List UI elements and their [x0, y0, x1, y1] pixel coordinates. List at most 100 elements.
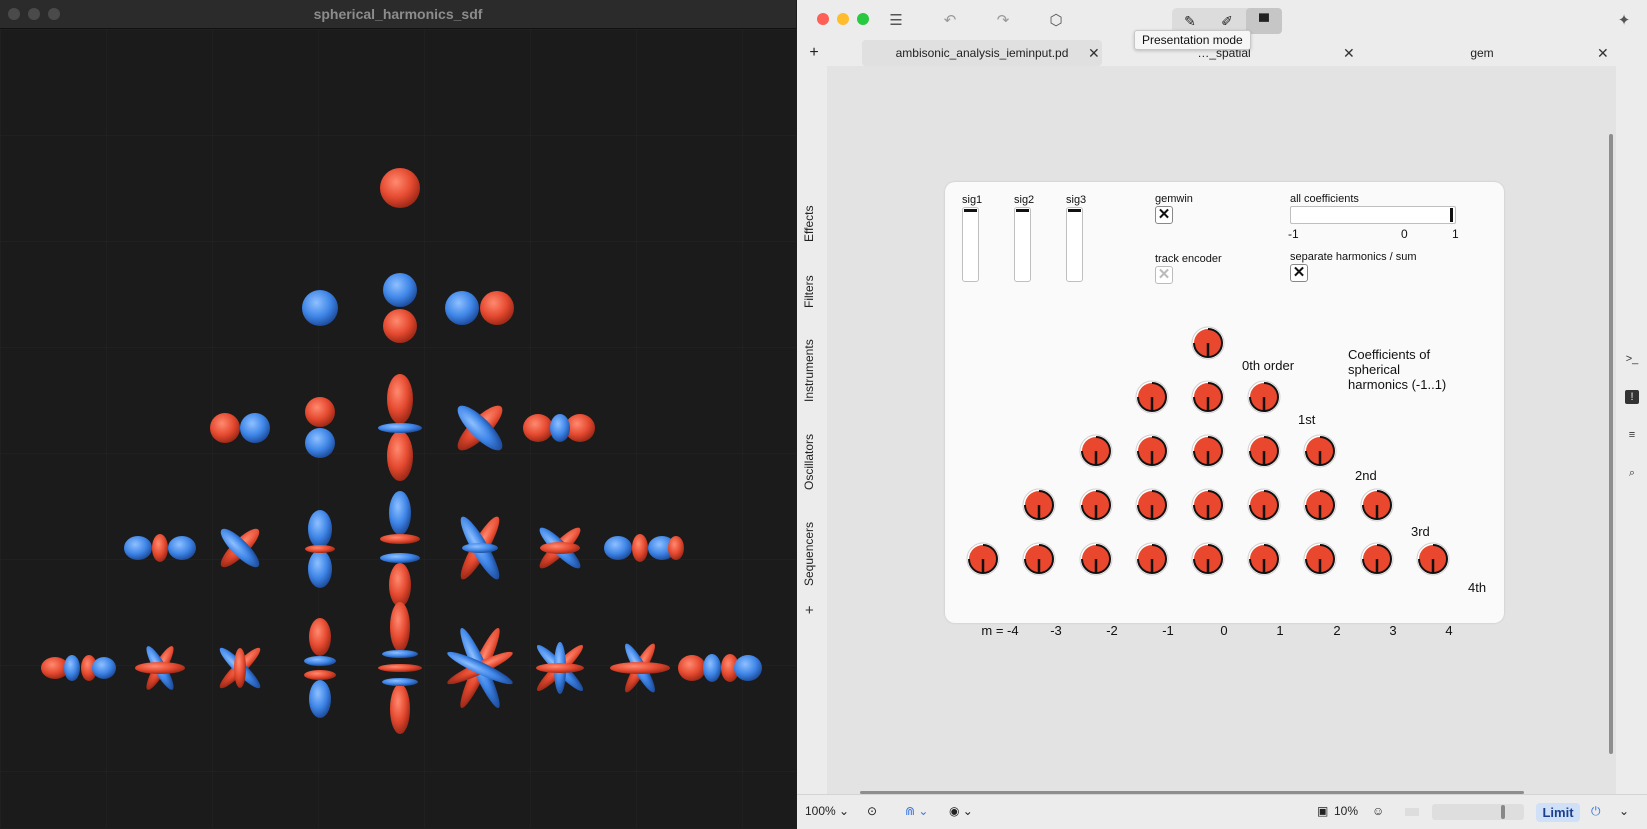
coefficient-knob[interactable] [1079, 488, 1113, 522]
dsp-power-icon[interactable]: ⏻ [1591, 804, 1601, 818]
coefficient-knob[interactable] [1135, 488, 1169, 522]
coefficient-knob[interactable] [1135, 434, 1169, 468]
horizontal-scrollbar[interactable] [860, 791, 1524, 794]
plugin-mode-icon[interactable]: ✦ [1617, 12, 1631, 29]
close-window-button[interactable] [817, 13, 829, 25]
track-encoder-label: track encoder [1155, 253, 1222, 265]
all-coefficients-slider[interactable] [1290, 206, 1456, 224]
coefficient-knob[interactable] [1247, 434, 1281, 468]
harmonic-l3-m-2 [220, 528, 260, 568]
gem-render-canvas[interactable] [0, 29, 796, 828]
tab-gem[interactable]: gem [1357, 40, 1607, 66]
harmonic-l4-m-3 [135, 646, 185, 690]
coefficient-knob[interactable] [1191, 488, 1225, 522]
tab-close-icon[interactable]: ✕ [1343, 45, 1355, 61]
coefficient-knob[interactable] [1247, 542, 1281, 576]
harmonic-l2-m1 [457, 405, 503, 451]
menu-icon[interactable]: ☰ [889, 12, 903, 29]
sidebar-item-effects[interactable]: Effects [802, 205, 816, 242]
new-tab-button[interactable]: + [809, 44, 819, 61]
sidebar-item-filters[interactable]: Filters [802, 275, 816, 308]
redo-icon[interactable]: ↷ [996, 12, 1010, 29]
coefficient-knob[interactable] [1191, 326, 1225, 360]
locate-icon[interactable]: ⊙ [867, 804, 878, 818]
slider-knob[interactable] [1016, 209, 1029, 212]
slider-max-label: 1 [1452, 227, 1459, 241]
minimize-window-button[interactable] [837, 13, 849, 25]
slider-knob[interactable] [964, 209, 977, 212]
magnet-icon[interactable]: ⋒ ⌄ [905, 804, 929, 818]
edit-mode-icon[interactable]: ✎ [1184, 13, 1196, 29]
coefficient-knob[interactable] [1022, 542, 1056, 576]
sidebar-item-oscillators[interactable]: Oscillators [802, 433, 816, 490]
inspector-icon[interactable]: ≡ [1628, 429, 1636, 441]
coefficient-knob[interactable] [1360, 488, 1394, 522]
slider-knob[interactable] [1450, 208, 1453, 222]
coefficient-knob[interactable] [1247, 488, 1281, 522]
presentation-patch: sig1 sig2 sig3 gemwin ✕ track encoder ✕ … [945, 182, 1504, 638]
volume-slider[interactable] [1432, 804, 1524, 820]
documentation-icon[interactable]: ! [1625, 390, 1639, 404]
tab-ambisonic-analysis[interactable]: ambisonic_analysis_ieminput.pd [862, 40, 1102, 66]
harmonic-l2-m-2 [210, 413, 270, 443]
tab-label: ambisonic_analysis_ieminput.pd [895, 46, 1069, 60]
zoom-level[interactable]: 100% ⌄ [805, 804, 850, 818]
coefficient-knob[interactable] [1303, 434, 1337, 468]
minimize-window-button[interactable] [28, 8, 40, 20]
sig2-slider[interactable] [1014, 207, 1031, 282]
console-icon[interactable]: >_ [1625, 353, 1639, 365]
coefficient-knob[interactable] [1079, 542, 1113, 576]
slider-knob[interactable] [1068, 209, 1081, 212]
run-mode-icon[interactable]: ✐ [1221, 13, 1233, 29]
coefficients-title: Coefficients of spherical harmonics (-1.… [1348, 347, 1447, 392]
coefficient-knob[interactable] [966, 542, 1000, 576]
coefficient-knob[interactable] [1135, 380, 1169, 414]
coefficient-knob[interactable] [1191, 380, 1225, 414]
sidebar-item-sequencers[interactable]: Sequencers [802, 521, 816, 586]
harmonic-l3-m-1 [305, 510, 335, 588]
limit-button[interactable]: Limit [1536, 803, 1580, 822]
coefficient-knob[interactable] [1247, 380, 1281, 414]
coefficient-knob[interactable] [1360, 542, 1394, 576]
tab-close-icon[interactable]: ✕ [1597, 45, 1609, 61]
presentation-mode-icon[interactable]: ▀ [1246, 8, 1282, 34]
slider-label-sig2: sig2 [1014, 194, 1035, 206]
volume-slider-thumb[interactable] [1501, 805, 1505, 819]
gem-window: spherical_harmonics_sdf [0, 0, 796, 828]
harmonic-l3-m1 [460, 516, 500, 580]
add-object-icon[interactable]: ⬡ [1049, 12, 1063, 29]
separate-toggle[interactable]: ✕ [1290, 264, 1308, 282]
undo-icon[interactable]: ↶ [943, 12, 957, 29]
sidebar-add-button[interactable]: + [805, 602, 814, 619]
close-window-button[interactable] [8, 8, 20, 20]
visibility-icon[interactable]: ◉ ⌄ [949, 804, 973, 818]
harmonic-l3-m3 [604, 534, 684, 562]
slider-min-label: -1 [1288, 227, 1299, 241]
midi-indicator [1405, 808, 1419, 816]
coefficient-knob[interactable] [1303, 542, 1337, 576]
mode-switch: ✎ ✐ ▀ [1172, 8, 1282, 34]
sidebar-item-instruments[interactable]: Instruments [802, 339, 816, 402]
coefficient-knob[interactable] [1022, 488, 1056, 522]
right-sidebar: >_ ! ≡ ⌕ [1617, 66, 1647, 794]
zoom-window-button[interactable] [48, 8, 60, 20]
order-label-2: 2nd [1355, 468, 1377, 483]
sig1-slider[interactable] [962, 207, 979, 282]
coefficient-knob[interactable] [1079, 434, 1113, 468]
coefficient-knob[interactable] [1303, 488, 1337, 522]
coefficient-knob[interactable] [1191, 542, 1225, 576]
coefficient-knob[interactable] [1416, 542, 1450, 576]
zoom-window-button[interactable] [857, 13, 869, 25]
search-icon[interactable]: ⌕ [1628, 467, 1636, 479]
coefficient-knob[interactable] [1191, 434, 1225, 468]
gemwin-toggle[interactable]: ✕ [1155, 206, 1173, 224]
track-encoder-toggle[interactable]: ✕ [1155, 266, 1173, 284]
harmonic-l4-m-1 [304, 618, 336, 718]
tab-close-icon[interactable]: ✕ [1088, 45, 1100, 61]
sig3-slider[interactable] [1066, 207, 1083, 282]
vertical-scrollbar[interactable] [1609, 134, 1613, 754]
harmonic-l4-m-2 [219, 647, 261, 689]
m-label: 1 [1276, 623, 1284, 638]
coefficient-knob[interactable] [1135, 542, 1169, 576]
chevron-down-icon[interactable]: ⌄ [1619, 804, 1630, 818]
